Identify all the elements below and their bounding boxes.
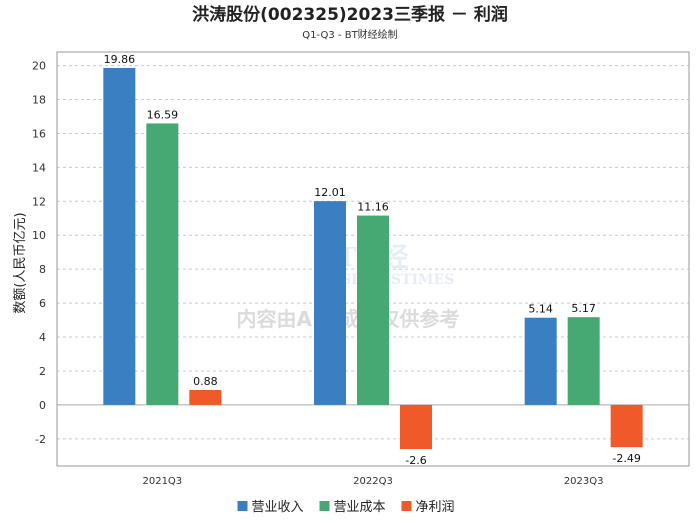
legend-swatch <box>319 501 330 511</box>
bar <box>103 67 136 405</box>
data-label: -2.49 <box>612 452 640 465</box>
y-tick-label: 10 <box>32 229 46 242</box>
watermark: BT财经 BUSINESSTIMES 内容由AI生成，仅供参考 <box>237 242 460 331</box>
y-tick-label: 2 <box>39 365 46 378</box>
chart-subtitle: Q1-Q3 - BT财经绘制 <box>302 28 397 41</box>
bars <box>103 67 643 450</box>
data-label: -2.6 <box>405 454 426 467</box>
plot-frame <box>56 51 690 467</box>
category-label: 2021Q3 <box>142 476 182 487</box>
data-label: 5.17 <box>571 302 596 315</box>
bar <box>314 201 346 405</box>
y-tick-label: 8 <box>39 263 46 276</box>
legend-label: 营业收入 <box>252 500 304 515</box>
data-label: 11.16 <box>357 201 389 214</box>
y-tick-labels: -2 0 2 4 6 8 10 12 14 16 18 20 <box>32 60 46 446</box>
y-tick-label: 0 <box>39 399 46 412</box>
legend-swatch <box>401 501 412 511</box>
y-tick-label: -2 <box>35 433 46 446</box>
bar <box>400 404 432 450</box>
legend-swatch <box>237 501 248 511</box>
watermark-text: 内容由AI生成，仅供参考 <box>237 307 460 331</box>
bar <box>524 317 557 405</box>
y-tick-label: 6 <box>39 297 46 310</box>
legend-label: 净利润 <box>416 500 455 515</box>
legend: 营业收入 营业成本 净利润 <box>237 500 455 515</box>
category-label: 2023Q3 <box>564 476 604 487</box>
data-label: 16.59 <box>147 108 179 121</box>
chart-title: 洪涛股份(002325)2023三季报 － 利润 <box>192 4 508 25</box>
data-label: 12.01 <box>314 186 346 199</box>
data-label: 5.14 <box>528 303 553 316</box>
y-tick-label: 12 <box>32 195 46 208</box>
data-label: 0.88 <box>193 375 218 388</box>
y-tick-label: 14 <box>32 161 46 174</box>
y-tick-label: 16 <box>32 127 46 140</box>
bar <box>357 215 389 405</box>
category-label: 2022Q3 <box>353 476 393 487</box>
data-label: 19.86 <box>104 53 136 66</box>
y-tick-label: 18 <box>32 94 46 107</box>
bar <box>189 389 222 405</box>
bar <box>567 317 600 405</box>
legend-label: 营业成本 <box>334 500 386 515</box>
bar <box>610 404 643 448</box>
bar <box>146 123 179 405</box>
y-tick-label: 20 <box>32 60 46 73</box>
y-tick-label: 4 <box>39 331 46 344</box>
y-axis-label: 数额(人民币亿元) <box>13 212 28 313</box>
data-labels: 19.86 16.59 0.88 12.01 11.16 -2.6 5.14 5.17 -2.4… <box>104 53 641 467</box>
category-labels: 2021Q3 2022Q3 2023Q3 <box>142 476 603 487</box>
